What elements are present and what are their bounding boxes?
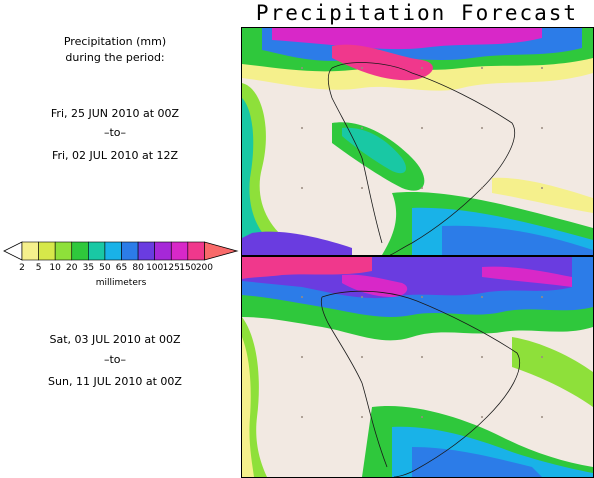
forecast-map-period1 — [241, 27, 594, 256]
legend-swatch — [187, 241, 205, 261]
legend-swatch — [121, 241, 139, 261]
legend-tick-label: 150 — [179, 263, 197, 273]
legend-tick-label: 65 — [115, 263, 128, 273]
period1-start: Fri, 25 JUN 2010 at 00Z — [50, 107, 180, 120]
period2-start: Sat, 03 JUL 2010 at 00Z — [49, 333, 181, 346]
legend-swatch — [54, 241, 73, 261]
period2-end: Sun, 11 JUL 2010 at 00Z — [48, 375, 182, 388]
legend-swatch — [21, 241, 39, 261]
period2-separator: –to– — [103, 353, 127, 366]
legend-tick-label: 20 — [66, 263, 78, 273]
color-legend-bar — [3, 241, 239, 261]
legend-swatch — [170, 241, 189, 261]
description-line-2: during the period: — [65, 51, 165, 64]
legend-tick-label: 10 — [49, 263, 61, 273]
description-line-1: Precipitation (mm) — [63, 35, 167, 48]
legend-swatch — [137, 241, 155, 261]
legend-arrow-high — [204, 241, 239, 261]
period1-separator: –to– — [103, 126, 127, 139]
legend-units: millimeters — [95, 278, 147, 288]
legend-swatch — [104, 241, 122, 261]
legend-swatch — [38, 241, 56, 261]
legend-tick-label: 80 — [132, 263, 144, 273]
legend-tick-label: 125 — [162, 263, 180, 273]
legend-tick-label: 50 — [99, 263, 111, 273]
legend-tick-label: 200 — [195, 263, 213, 273]
legend-tick-label: 5 — [35, 263, 42, 273]
legend-swatch — [154, 241, 172, 261]
legend-tick-label: 100 — [146, 263, 164, 273]
legend-arrow-low — [3, 241, 23, 261]
legend-swatch — [71, 241, 89, 261]
page-title: Precipitation Forecast — [255, 1, 579, 25]
forecast-map-period2 — [241, 256, 594, 478]
legend-tick-label: 2 — [19, 263, 25, 273]
period1-end: Fri, 02 JUL 2010 at 12Z — [51, 149, 179, 162]
legend-swatch — [88, 241, 106, 261]
legend-tick-label: 35 — [82, 263, 95, 273]
